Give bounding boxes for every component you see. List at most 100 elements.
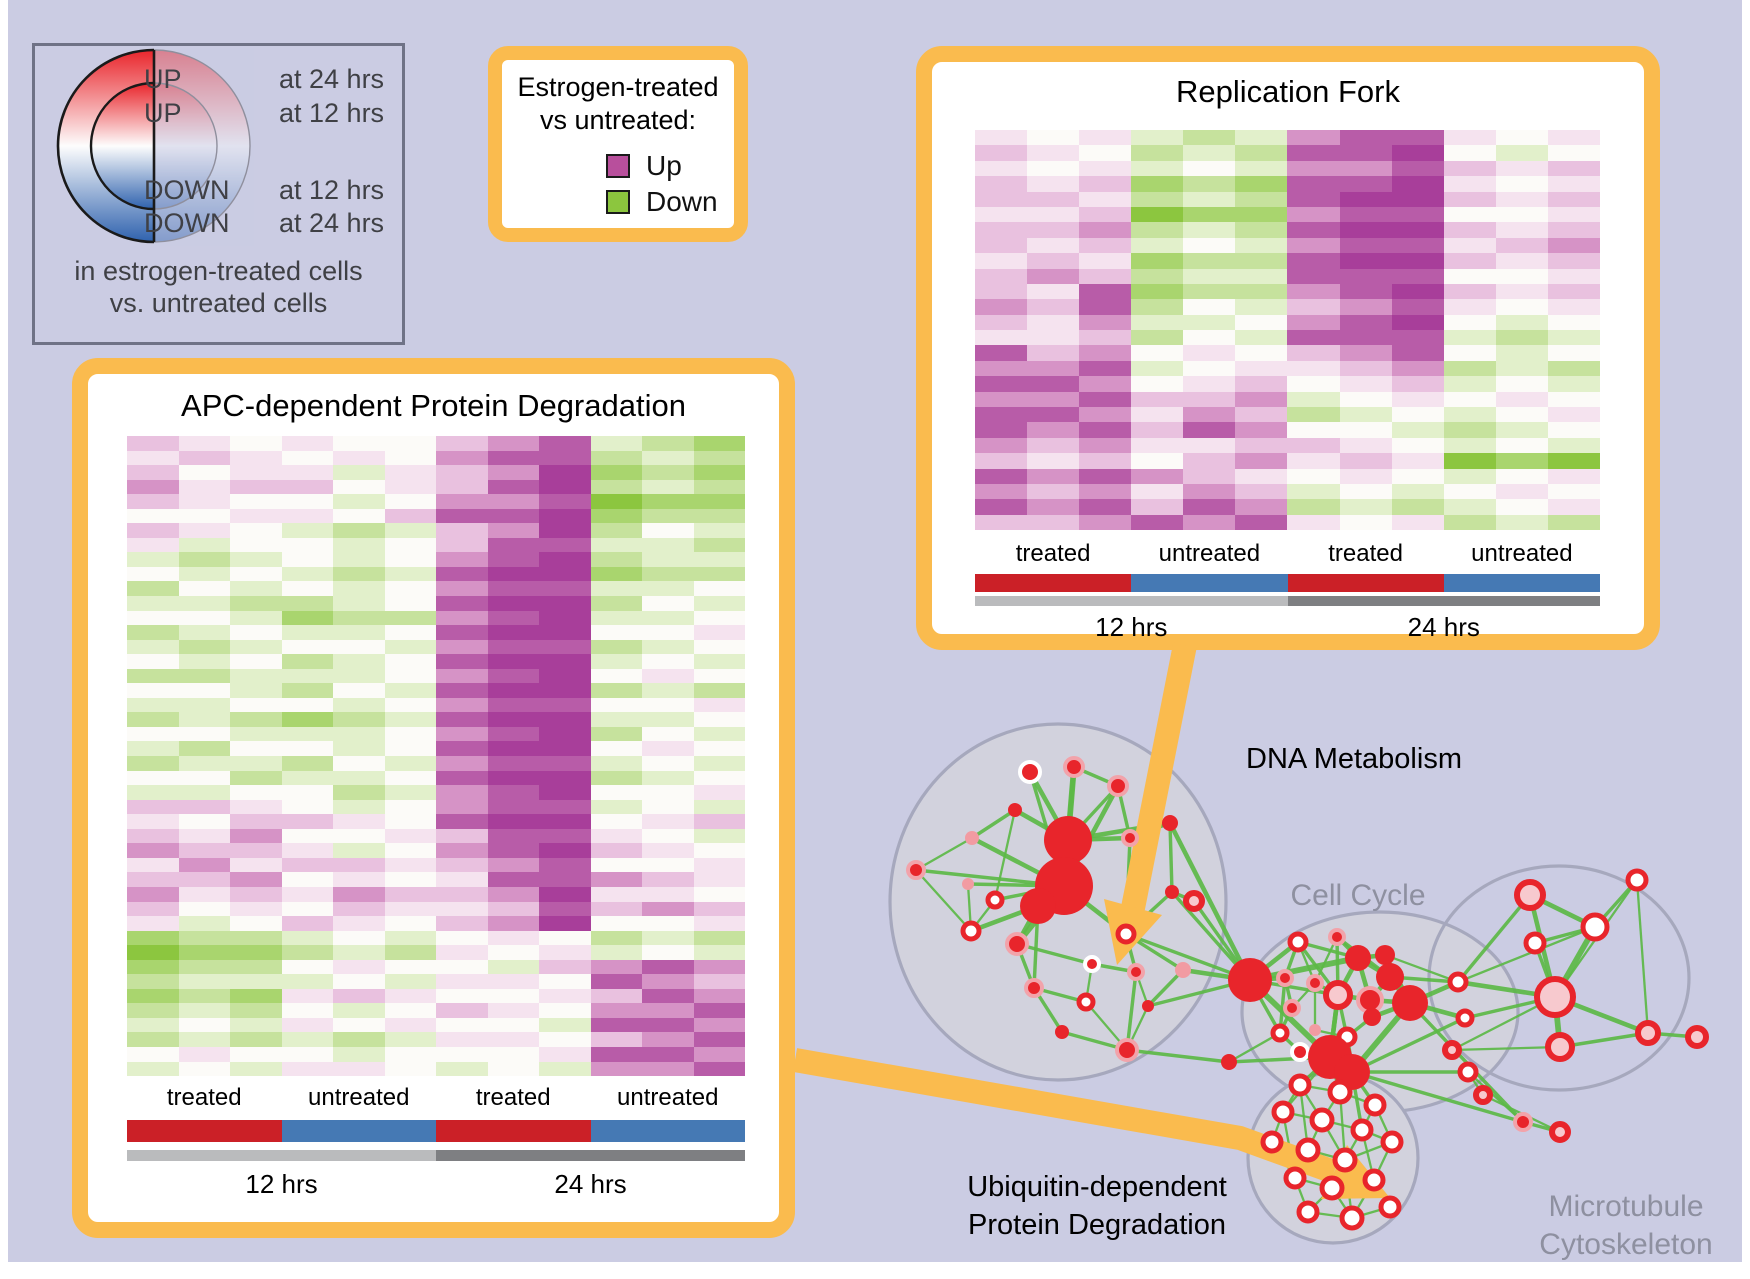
heatmap-cell [1079, 130, 1132, 146]
heatmap-cell [127, 566, 179, 582]
heatmap-cell [178, 552, 230, 567]
heatmap-row [127, 436, 745, 451]
network-node-ring [960, 920, 982, 942]
heatmap-row [975, 437, 1600, 454]
updown-legend-title1: Estrogen-treated [517, 72, 719, 102]
heatmap-cell [590, 436, 642, 451]
heatmap-cell [127, 537, 179, 553]
heatmap-cell [333, 886, 385, 902]
heatmap-cell [1443, 176, 1496, 192]
apc-time-24hrs: 24 hrs [554, 1169, 627, 1199]
heatmap-cell [590, 886, 642, 902]
heatmap-cell [975, 268, 1028, 284]
heatmap-cell [642, 974, 694, 989]
heatmap-cell [281, 596, 333, 611]
heatmap-cell [436, 610, 488, 626]
heatmap-cell [127, 581, 179, 597]
heatmap-cell [178, 988, 230, 1004]
heatmap-cell [1079, 407, 1132, 423]
heatmap-cell [281, 785, 333, 800]
heatmap-cell [1183, 130, 1236, 146]
heatmap-cell [1547, 160, 1600, 177]
heatmap-cell [1235, 283, 1288, 300]
heatmap-cell [539, 916, 591, 931]
heatmap-cell [230, 465, 282, 480]
heatmap-cell [590, 1017, 642, 1033]
heatmap-cell [1391, 345, 1444, 361]
heatmap-cell [590, 712, 642, 727]
network-edge [1228, 1032, 1281, 1063]
heatmap-cell [539, 508, 591, 524]
heatmap-cell [1079, 437, 1132, 454]
heatmap-cell [384, 988, 436, 1004]
heatmap-cell [693, 988, 745, 1004]
heatmap-cell [590, 959, 642, 975]
network-edge [1456, 893, 1532, 984]
heatmap-cell [590, 537, 642, 553]
heatmap-cell [333, 668, 385, 684]
heatmap-cell [1339, 499, 1392, 515]
heatmap-cell [1079, 391, 1132, 408]
heatmap-cell [281, 1046, 333, 1062]
heatmap-cell [590, 668, 642, 684]
heatmap-cell [1183, 314, 1236, 331]
heatmap-cell [436, 945, 488, 960]
heatmap-cell [230, 901, 282, 917]
heatmap-cell [333, 741, 385, 757]
heatmap-cell [333, 566, 385, 582]
heatmap-cell [1287, 437, 1340, 454]
heatmap-cell [590, 552, 642, 567]
heatmap-cell [1235, 453, 1288, 469]
cell-cycle-label: Cell Cycle [1290, 879, 1426, 912]
heatmap-cell [127, 596, 179, 611]
heatmap-cell [693, 726, 745, 742]
network-node-ring [1309, 1107, 1335, 1133]
heatmap-cell [487, 639, 539, 655]
heatmap-cell [1183, 422, 1236, 438]
heatmap-row [127, 1061, 745, 1077]
heatmap-cell [1495, 191, 1548, 207]
heatmap-cell [1183, 191, 1236, 207]
heatmap-cell [487, 843, 539, 858]
heatmap-cell [281, 814, 333, 829]
heatmap-row [975, 145, 1600, 161]
heatmap-cell [1183, 206, 1236, 223]
heatmap-cell [333, 523, 385, 538]
network-node-pinkfill [1514, 879, 1546, 911]
heatmap-cell [487, 697, 539, 713]
heatmap-cell [1495, 283, 1548, 300]
heatmap-cell [1547, 283, 1600, 300]
heatmap-cell [590, 756, 642, 771]
legend-dir-up12: UP [144, 98, 182, 128]
heatmap-cell [539, 785, 591, 800]
network-node-pinkfill [1442, 1040, 1462, 1060]
heatmap-cell [1339, 268, 1392, 284]
heatmap-cell [1079, 253, 1132, 269]
heatmap-cell [693, 436, 745, 451]
heatmap-cell [1183, 483, 1236, 500]
heatmap-cell [1131, 253, 1184, 269]
heatmap-cell [384, 1032, 436, 1047]
network-node-pinkfill [1473, 1085, 1493, 1105]
heatmap-cell [1339, 453, 1392, 469]
heatmap-cell [590, 625, 642, 640]
network-node-solid [1008, 803, 1022, 817]
heatmap-cell [693, 770, 745, 786]
heatmap-cell [590, 1032, 642, 1047]
heatmap-cell [1495, 176, 1548, 192]
legend-time-24: at 24 hrs [279, 64, 385, 94]
heatmap-cell [1183, 268, 1236, 284]
heatmap-cell [590, 697, 642, 713]
heatmap-row [127, 799, 745, 815]
heatmap-cell [1443, 130, 1496, 146]
heatmap-cell [975, 299, 1028, 315]
heatmap-cell [1131, 330, 1184, 346]
heatmap-cell [1079, 176, 1132, 192]
heatmap-cell [281, 1017, 333, 1033]
heatmap-cell [127, 726, 179, 742]
heatmap-cell [384, 1017, 436, 1033]
heatmap-cell [1183, 160, 1236, 177]
heatmap-cell [590, 581, 642, 597]
heatmap-cell [230, 1017, 282, 1033]
heatmap-cell [281, 872, 333, 887]
